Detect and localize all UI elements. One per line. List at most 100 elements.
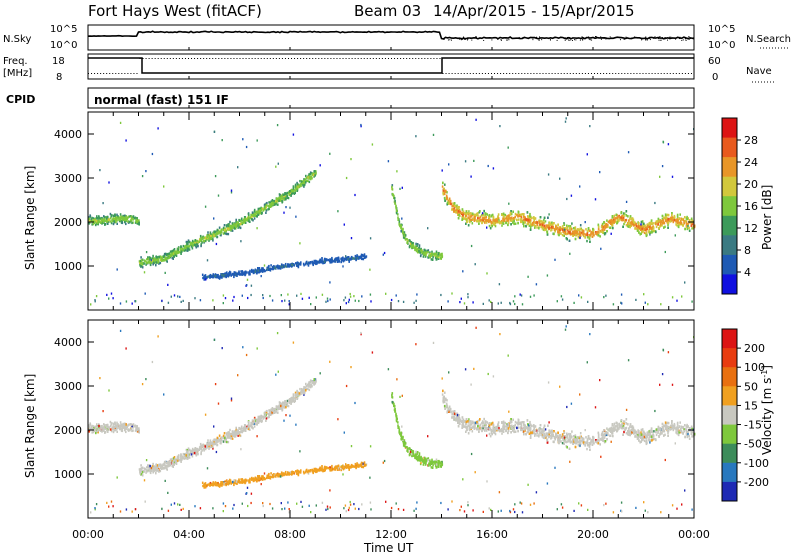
power-mark [616,216,619,219]
velocity-mark [217,437,220,440]
power-mark [210,237,212,240]
power-mark [415,248,417,252]
power-noise [661,165,664,168]
power-noise [490,300,492,303]
velocity-mark [179,455,182,458]
power-mark [214,230,216,234]
nsearch-dot [649,37,651,39]
power-mark [437,253,440,256]
power-mark [550,225,553,229]
power-mark [592,234,595,237]
velocity-mark [265,417,268,420]
power-mark [250,216,253,219]
power-mark [680,220,682,223]
velocity-mark [94,428,96,432]
power-mark [666,219,669,222]
nsearch-dot [464,38,466,40]
power-mark [350,258,352,261]
nave-dot [94,73,96,74]
power-noise [360,123,362,127]
power-mark [618,217,621,221]
velocity-mark [237,434,239,437]
velocity-mark [177,454,180,457]
power-mark [225,229,227,233]
power-mark [572,227,575,230]
nave-dot [542,73,544,74]
power-noise [262,294,264,297]
power-mark [259,269,261,272]
power-mark [171,256,174,260]
power-mark [225,232,228,236]
velocity-mark [132,423,135,426]
power-mark [136,217,138,220]
power-mark [620,211,623,214]
nave-dot [421,58,423,59]
nsearch-dot [457,37,459,39]
power-mark [614,219,616,222]
nave-dot [539,73,541,74]
power-mark [216,228,219,232]
velocity-mark [155,463,157,467]
velocity-mark [137,430,139,433]
velocity-mark [308,381,310,384]
nave-dot [209,58,211,59]
nave-dot [415,58,417,59]
velocity-mark [305,382,307,386]
power-mark [303,264,305,267]
velocity-mark [91,431,93,434]
power-mark [361,257,363,261]
power-mark [403,234,406,237]
power-mark [314,174,316,177]
power-noise [397,300,400,303]
power-mark [183,249,185,252]
power-mark [162,255,165,258]
power-mark [252,214,254,217]
power-mark [568,224,570,228]
power-mark [570,228,573,231]
power-mark [688,226,690,230]
power-mark [223,232,226,235]
power-mark [233,275,235,279]
power-mark [342,256,344,259]
power-noise [256,227,258,230]
power-mark [625,219,627,222]
nsearch-dot [604,37,606,39]
power-mark [529,221,532,224]
power-mark [150,260,153,263]
velocity-mark [96,423,98,426]
nave-dot [194,58,196,59]
power-mark [566,238,568,241]
velocity-mark [179,458,181,462]
power-mark [607,225,609,229]
power-mark [315,170,317,173]
nsearch-dot [588,36,590,38]
power-mark [222,232,225,235]
power-noise [620,301,622,304]
power-noise [470,244,473,248]
power-mark [668,219,671,222]
power-mark [558,231,560,234]
power-mark [455,211,457,214]
power-noise [401,217,403,220]
power-mark [663,221,666,225]
velocity-mark [95,425,98,428]
power-mark [638,231,640,234]
power-mark [462,216,465,219]
power-mark [134,221,137,224]
nsearch-dot [670,36,672,38]
power-mark [691,222,694,226]
power-mark [98,215,100,218]
power-mark [683,220,685,223]
power-mark [225,271,228,275]
velocity-mark [202,445,204,449]
power-mark [664,213,667,216]
power-mark [257,267,259,270]
power-noise [157,127,159,130]
velocity-mark [207,439,209,442]
power-noise [349,295,352,298]
velocity-mark [173,456,176,459]
velocity-mark [253,416,256,420]
power-mark [275,265,277,268]
power-mark [395,212,398,215]
power-mark [527,218,530,222]
